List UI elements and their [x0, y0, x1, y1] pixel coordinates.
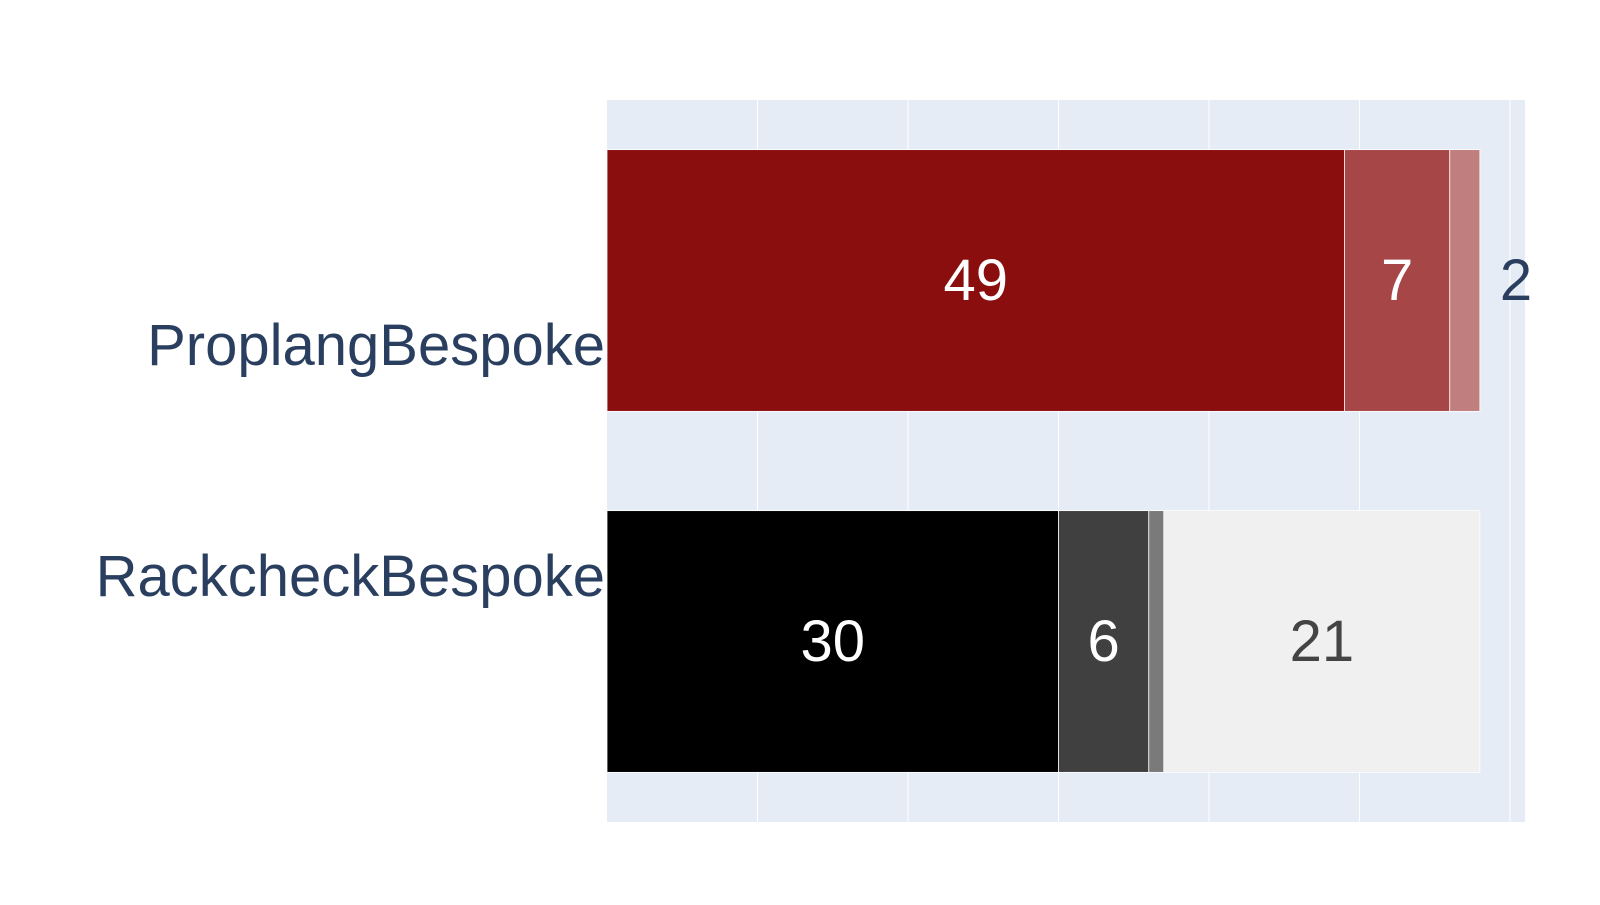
bar-segment-2-2: [1058, 510, 1150, 773]
bars: [606, 149, 1481, 773]
segment-labels: 49 7 2 30 6 21: [800, 248, 1532, 674]
bar-segment-1-2: [1344, 149, 1451, 412]
data-label-1-1: 49: [943, 248, 1008, 313]
bar-segment-1-3: [1449, 149, 1481, 412]
data-label-2-2: 6: [1087, 609, 1119, 674]
category-label-2: RackcheckBespoke: [96, 544, 605, 609]
category-labels: ProplangBespoke RackcheckBespoke: [96, 313, 605, 609]
category-label-1: ProplangBespoke: [147, 313, 605, 378]
data-label-2-4: 21: [1290, 609, 1355, 674]
data-label-1-3: 2: [1500, 248, 1532, 313]
bar-segment-2-4: [1163, 510, 1481, 773]
data-label-1-2: 7: [1381, 248, 1413, 313]
bar-segment-2-3: [1148, 510, 1165, 773]
data-label-2-1: 30: [800, 609, 865, 674]
bar-segment-2-1: [606, 510, 1059, 773]
